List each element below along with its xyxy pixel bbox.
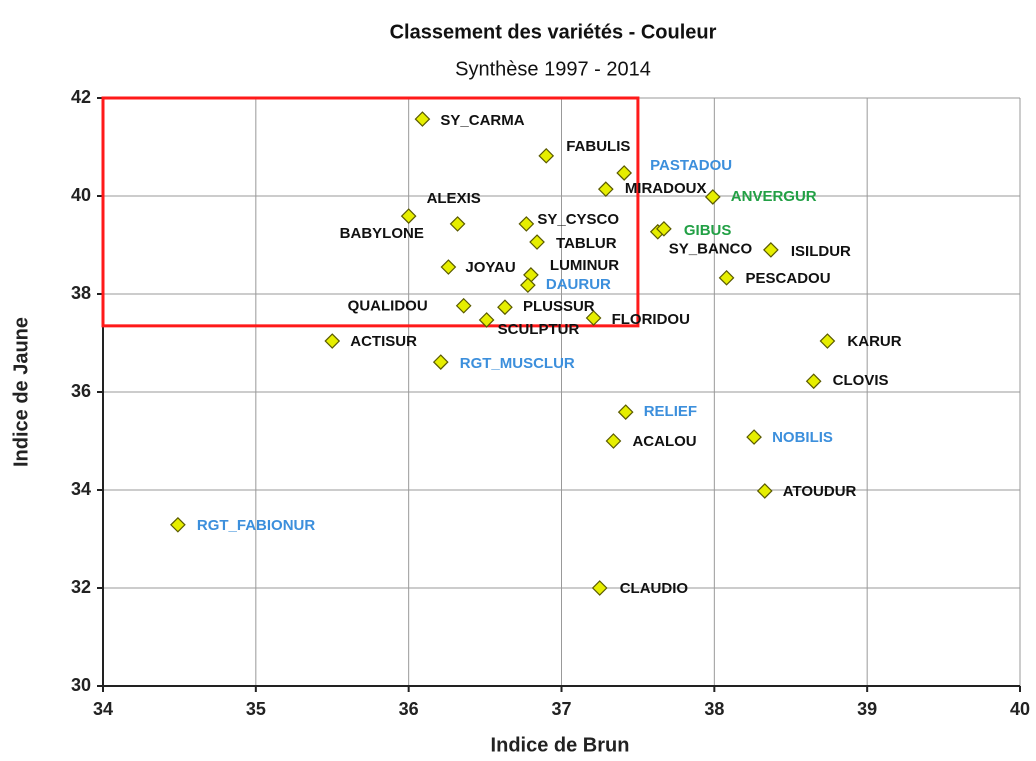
point (597, 181, 614, 197)
point (324, 333, 341, 349)
chart-subtitle: Synthèse 1997 - 2014 (455, 58, 651, 80)
y-tick-label: 38 (71, 283, 91, 303)
y-tick-label: 32 (71, 577, 91, 597)
point (616, 165, 633, 181)
x-tick-label: 40 (1010, 699, 1030, 719)
point-label: ATOUDUR (783, 483, 857, 500)
y-tick-label: 34 (71, 479, 91, 499)
point-label: KARUR (847, 333, 901, 350)
point-label: FLORIDOU (612, 311, 690, 328)
point-label: RGT_FABIONUR (197, 517, 316, 534)
point-label: ACTISUR (350, 333, 417, 350)
point (432, 354, 449, 370)
point (605, 433, 622, 449)
point-label: MIRADOUX (625, 180, 707, 197)
point-label: TABLUR (556, 235, 617, 252)
y-tick-label: 42 (71, 87, 91, 107)
point-label: FABULIS (566, 138, 630, 155)
x-tick-label: 36 (399, 699, 419, 719)
point-label: JOYAU (465, 259, 515, 276)
point-label: PASTADOU (650, 157, 732, 174)
point-label: SY_CARMA (440, 112, 524, 129)
point-label: NOBILIS (772, 429, 833, 446)
point-label: DAURUR (546, 276, 611, 293)
point (805, 373, 822, 390)
point-label: PLUSSUR (523, 298, 595, 315)
point (591, 580, 608, 596)
point-label: ISILDUR (791, 243, 851, 260)
x-tick-label: 37 (551, 699, 571, 719)
point-label: BABYLONE (340, 225, 424, 242)
point (656, 220, 672, 237)
point-label: CLOVIS (833, 372, 889, 389)
point-label: ANVERGUR (731, 188, 817, 205)
point (763, 242, 779, 258)
point (478, 312, 495, 328)
highlight-box (101, 96, 640, 328)
point (449, 216, 466, 232)
point (455, 297, 472, 314)
point (538, 147, 555, 164)
point (704, 189, 721, 205)
point (529, 234, 545, 250)
point (497, 299, 513, 316)
y-tick-label: 36 (71, 381, 91, 401)
point-label: ACALOU (632, 433, 696, 450)
point (718, 269, 735, 286)
x-axis-label: Indice de Brun (491, 734, 630, 756)
chart-title: Classement des variétés - Couleur (390, 21, 717, 43)
point-label: ALEXIS (427, 190, 481, 207)
x-tick-label: 34 (93, 699, 113, 719)
point-label: RGT_MUSCLUR (460, 355, 575, 372)
x-tick-label: 38 (704, 699, 724, 719)
point-label: SY_BANCO (669, 241, 753, 258)
point (756, 483, 773, 499)
point (617, 404, 634, 420)
point-label: SCULPTUR (498, 321, 580, 338)
point-label: QUALIDOU (348, 298, 428, 315)
point-label: RELIEF (644, 403, 697, 420)
point-label: GIBUS (684, 222, 732, 239)
point-label: PESCADOU (746, 270, 831, 287)
x-tick-label: 39 (857, 699, 877, 719)
point (518, 216, 535, 232)
point (170, 516, 186, 533)
point (819, 333, 836, 349)
y-tick-label: 40 (71, 185, 91, 205)
point (585, 310, 602, 326)
y-axis-label: Indice de Jaune (10, 317, 32, 467)
point (440, 259, 457, 275)
point (400, 208, 417, 224)
point-label: CLAUDIO (620, 580, 689, 597)
point (520, 277, 536, 294)
point-label: LUMINUR (550, 257, 619, 274)
x-tick-label: 35 (246, 699, 266, 719)
point (414, 111, 431, 127)
point (746, 429, 762, 445)
point-label: SY_CYSCO (537, 211, 619, 228)
y-tick-label: 30 (71, 675, 91, 695)
